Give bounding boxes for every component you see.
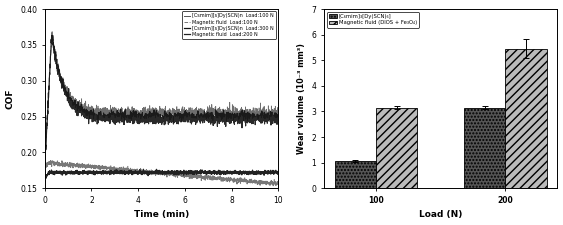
X-axis label: Time (min): Time (min) (134, 210, 189, 219)
Legend: [C₆mim]₃[Dy(SCN)₆], Magnetic fluid (DIOS + Fe₃O₄): [C₆mim]₃[Dy(SCN)₆], Magnetic fluid (DIOS… (327, 12, 419, 27)
Bar (376, 108, 417, 188)
Y-axis label: COF: COF (6, 88, 15, 109)
Bar (464, 108, 506, 188)
Bar (334, 161, 376, 188)
Legend: [Csmim][s]Dy(SCN)n  Load:100 N, Magnetic fluid  Load:100 N, [Csmim][s]Dy(SCN)n  : [Csmim][s]Dy(SCN)n Load:100 N, Magnetic … (182, 11, 276, 39)
X-axis label: Load (N): Load (N) (419, 210, 462, 219)
Bar (506, 49, 547, 188)
Y-axis label: Wear volume (10⁻³ mm³): Wear volume (10⁻³ mm³) (297, 43, 306, 154)
